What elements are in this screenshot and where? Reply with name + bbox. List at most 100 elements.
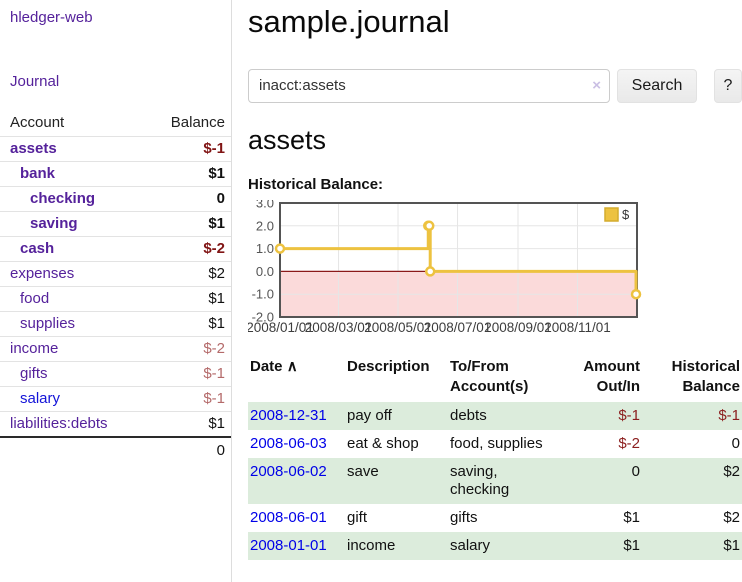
search-input[interactable]	[248, 68, 610, 103]
search-input-wrap: ×	[248, 68, 610, 103]
register-cell-balance: $2	[723, 463, 740, 481]
chart-svg: $3.0 2.0 1.0 0.0 -1.0 -2.02008/01/012008/03/0…	[246, 196, 642, 335]
transaction-date-link[interactable]: 2008-06-02	[250, 463, 327, 481]
register-cell-accounts: debts	[450, 407, 487, 425]
account-row: supplies $1	[0, 311, 231, 336]
sidebar-item-journal[interactable]: Journal	[10, 73, 60, 90]
chart-data-point	[630, 289, 642, 300]
account-row: gifts $-1	[0, 361, 231, 386]
register-cell-description: save	[347, 463, 379, 481]
column-header-description: Description	[345, 355, 448, 402]
account-balance: $-1	[203, 365, 225, 382]
register-cell-amount: $1	[623, 537, 640, 555]
transaction-date-link[interactable]: 2008-01-01	[250, 537, 327, 555]
accounts-total-row: 0	[0, 436, 231, 463]
chart-x-tick-label: 2008/01/01	[248, 320, 314, 335]
account-link-gifts[interactable]: gifts	[20, 365, 48, 382]
page-title: sample.journal	[248, 4, 450, 39]
chart-label: Historical Balance:	[248, 176, 384, 194]
account-link-bank[interactable]: bank	[20, 165, 56, 182]
account-balance: $1	[208, 215, 225, 232]
chart-data-point	[423, 220, 435, 232]
register-row: 2008-01-01 income salary $1 $1	[248, 532, 742, 561]
sidebar: hledger-web Journal Account Balance asse…	[0, 0, 232, 582]
account-row: checking 0	[0, 186, 231, 211]
clear-search-icon[interactable]: ×	[592, 76, 601, 94]
account-link-expenses[interactable]: expenses	[10, 265, 75, 282]
account-row: salary $-1	[0, 386, 231, 411]
chart-data-point	[424, 266, 436, 277]
accounts-total-value: 0	[216, 442, 225, 459]
chart-x-tick-label: 2008/07/01	[424, 320, 492, 335]
account-row: income $-2	[0, 336, 231, 361]
register-cell-description: income	[347, 537, 396, 555]
transaction-date-link[interactable]: 2008-12-31	[250, 407, 327, 425]
register-cell-balance: $1	[723, 537, 740, 555]
column-header-line: Description	[347, 358, 430, 376]
chart-y-tick-label: 2.0	[256, 219, 274, 234]
account-row: saving $1	[0, 211, 231, 236]
chart-legend-label: $	[622, 207, 630, 222]
account-link-assets[interactable]: assets	[10, 140, 57, 157]
register-cell-accounts: food, supplies	[450, 435, 543, 453]
account-row: liabilities:debts $1	[0, 411, 231, 436]
chart-data-point	[274, 243, 286, 255]
account-link-supplies[interactable]: supplies	[20, 315, 76, 332]
register-row: 2008-06-03 eat & shop food, supplies $-2 0	[248, 430, 742, 458]
account-balance: $2	[208, 265, 225, 282]
app-brand-link[interactable]: hledger-web	[10, 9, 93, 26]
account-row: bank $1	[0, 161, 231, 186]
chart-x-tick-label: 2008/05/01	[364, 320, 432, 335]
account-balance: $1	[208, 315, 225, 332]
transaction-date-link[interactable]: 2008-06-03	[250, 435, 327, 453]
transaction-date-link[interactable]: 2008-06-01	[250, 509, 327, 527]
account-row: assets $-1	[0, 136, 231, 161]
register-header-row: Date ∧ Description To/From Account(s) Amount…	[248, 355, 742, 402]
account-link-checking[interactable]: checking	[30, 190, 96, 207]
search-button[interactable]: Search	[617, 68, 697, 103]
account-balance: $-2	[203, 340, 225, 357]
account-link-liabilities-debts[interactable]: liabilities:debts	[10, 415, 108, 432]
chart-x-tick-label: 2008/09/01	[484, 320, 552, 335]
register-cell-description: eat & shop	[347, 435, 419, 453]
column-header-line: To/From	[450, 358, 509, 376]
account-link-income[interactable]: income	[10, 340, 59, 357]
account-link-salary[interactable]: salary	[20, 390, 61, 407]
register-cell-date: 2008-12-31	[248, 402, 345, 430]
accounts-header-account: Account	[10, 114, 65, 131]
register-cell-accounts: salary	[450, 537, 491, 555]
register-cell-balance: 0	[731, 435, 740, 453]
register-cell-description: gift	[347, 509, 368, 527]
accounts-list: assets $-1 bank $1 checking 0 saving $1 cash $-2 e…	[0, 136, 231, 436]
column-header-amount: Amount Out/In	[560, 355, 642, 402]
search-form: × Search ?	[248, 68, 742, 103]
register-row: 2008-06-02 save saving, checking 0 $2	[248, 458, 742, 505]
account-row: cash $-2	[0, 236, 231, 261]
account-link-cash[interactable]: cash	[20, 240, 55, 257]
chart-border	[279, 202, 638, 319]
account-link-saving[interactable]: saving	[30, 215, 78, 232]
chart-legend-swatch	[604, 207, 619, 223]
account-balance: 0	[216, 190, 225, 207]
register-cell-balance: $-1	[718, 407, 740, 425]
register-cell-date: 2008-06-01	[248, 504, 345, 532]
column-header-line: Date ∧	[250, 358, 298, 376]
account-balance: $1	[208, 290, 225, 307]
register-cell-amount: $1	[623, 509, 640, 527]
account-row: expenses $2	[0, 261, 231, 286]
register-table: Date ∧ Description To/From Account(s) Amount…	[248, 355, 742, 561]
help-button[interactable]: ?	[714, 68, 742, 103]
column-header-date[interactable]: Date ∧	[248, 355, 345, 402]
sort-ascending-icon: ∧	[286, 358, 298, 376]
register-cell-balance: $2	[723, 509, 740, 527]
column-header-balance: Historical Balance	[642, 355, 742, 402]
register-cell-description: pay off	[347, 407, 392, 425]
account-link-food[interactable]: food	[20, 290, 50, 307]
column-header-line: Amount	[583, 358, 640, 376]
register-cell-amount: $-2	[618, 435, 640, 453]
register-cell-date: 2008-06-02	[248, 458, 345, 504]
chart-y-tick-label: -2.0	[252, 310, 274, 325]
column-header-line: Balance	[682, 378, 740, 396]
column-header-accounts: To/From Account(s)	[448, 355, 560, 402]
chart-y-tick-label: 1.0	[256, 241, 274, 256]
